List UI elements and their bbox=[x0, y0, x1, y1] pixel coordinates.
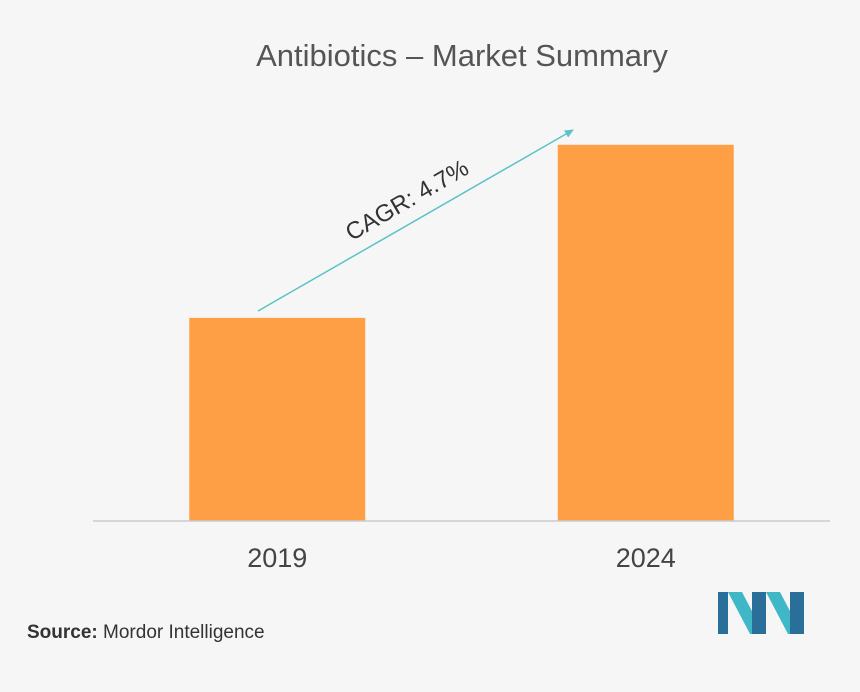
source-note: Source: Mordor Intelligence bbox=[27, 622, 265, 644]
x-tick-group: 2019 2024 bbox=[247, 543, 676, 573]
cagr-label: CAGR: 4.7% bbox=[341, 154, 473, 246]
bar-2024 bbox=[557, 144, 734, 522]
chart-title: Antibiotics – Market Summary bbox=[256, 38, 668, 73]
mordor-intelligence-logo-icon bbox=[718, 592, 804, 634]
cagr-arrow bbox=[257, 129, 574, 312]
x-tick-label: 2024 bbox=[616, 543, 676, 573]
bar-2019 bbox=[189, 317, 366, 521]
x-tick-label: 2019 bbox=[247, 543, 307, 573]
source-label: Source: bbox=[27, 622, 98, 643]
bar-group bbox=[189, 144, 734, 522]
source-text: Mordor Intelligence bbox=[103, 622, 265, 643]
